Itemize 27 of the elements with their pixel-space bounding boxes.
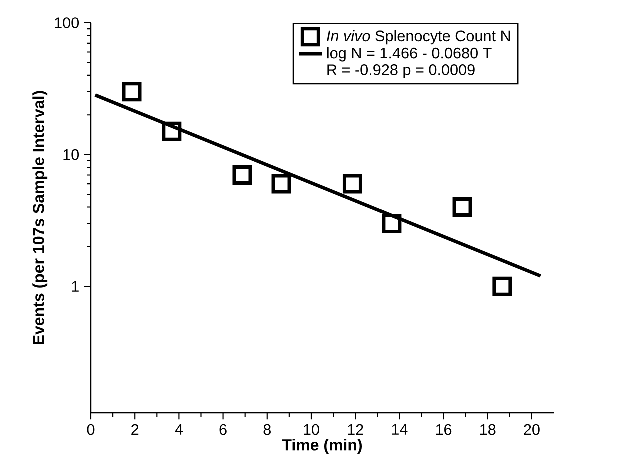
x-tick-label: 0: [87, 424, 95, 436]
x-tick-label: 16: [436, 424, 452, 436]
point: [492, 276, 512, 296]
x-tick-label: 2: [132, 424, 139, 436]
y-tick-label: 10: [64, 149, 80, 160]
x-tick-label: 4: [175, 424, 184, 435]
point: [452, 198, 472, 218]
x-axis-title: Time (min): [282, 439, 362, 454]
x-tick-label: 20: [524, 424, 540, 436]
x-tick-label: 14: [392, 424, 408, 435]
point: [382, 214, 402, 234]
point: [272, 174, 292, 194]
point: [162, 122, 182, 142]
legend-label: In vivo Splenocyte Count N: [327, 30, 510, 45]
x-tick-label: 6: [220, 424, 227, 436]
point: [342, 174, 362, 194]
x-tick-label: 8: [264, 424, 271, 436]
x-tick-label: 12: [348, 424, 364, 436]
y-axis-title: Events (per 107s Sample Interval): [32, 91, 48, 345]
y-tick-label: 1: [72, 281, 79, 292]
point: [232, 166, 252, 185]
x-tick-label: 10: [304, 424, 320, 436]
x-tick-label: 18: [480, 424, 496, 436]
legend-label: log N = 1.466 - 0.0680 T: [327, 47, 492, 62]
point: [122, 82, 142, 102]
annotation: R = -0.928 p = 0.0009: [328, 64, 475, 78]
y-tick-label: 100: [55, 18, 80, 28]
